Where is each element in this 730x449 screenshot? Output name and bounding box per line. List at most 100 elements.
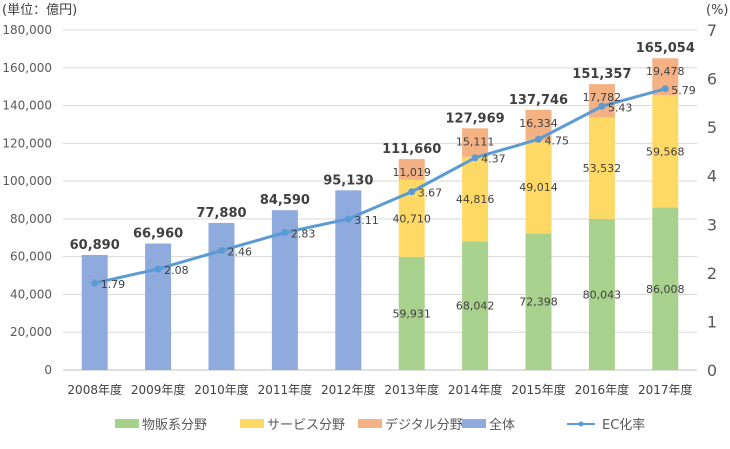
legend-label: 物販系分野 (142, 418, 207, 433)
bar-digital-label: 11,019 (392, 166, 431, 179)
ec-rate-label: 2.83 (291, 228, 316, 241)
bar-goods-label: 59,931 (392, 307, 431, 320)
bar-service (462, 156, 489, 242)
legend-marker (578, 421, 584, 427)
bar-goods (398, 256, 425, 370)
ec-rate-label: 2.46 (228, 246, 253, 259)
y-tick-label: 120,000 (2, 136, 52, 150)
ec-rate-label: 3.11 (354, 214, 379, 227)
total-label: 127,969 (445, 111, 504, 126)
bar-service-label: 49,014 (519, 181, 558, 194)
ec-rate-point (598, 102, 606, 110)
legend-swatch (462, 419, 486, 428)
total-label: 95,130 (323, 173, 373, 188)
ec-rate-label: 4.75 (545, 134, 570, 147)
x-tick-label: 2014年度 (448, 382, 503, 397)
bar-total (271, 210, 298, 370)
bar-service-label: 59,568 (646, 145, 685, 158)
right-unit-label: (%) (706, 3, 729, 18)
ec-rate-label: 4.37 (481, 153, 506, 166)
bar-goods (462, 241, 489, 370)
y2-tick-label: 1 (707, 312, 717, 331)
y2-tick-label: 7 (707, 21, 717, 40)
ec-rate-label: 2.08 (164, 264, 189, 277)
legend-label: デジタル分野 (385, 417, 463, 433)
y-tick-label: 80,000 (10, 212, 52, 226)
ec-rate-point (154, 265, 162, 273)
bar-goods (652, 207, 679, 370)
bar-digital-label: 16,334 (519, 117, 558, 130)
bar-service-label: 53,532 (583, 162, 622, 175)
ec-rate-label: 3.67 (418, 187, 443, 200)
x-tick-label: 2008年度 (67, 382, 122, 397)
total-label: 60,890 (70, 238, 120, 253)
ec-rate-point (471, 154, 479, 162)
y-tick-label: 160,000 (2, 61, 52, 75)
bar-goods (588, 218, 615, 370)
legend-swatch (240, 419, 264, 428)
bar-goods-label: 72,398 (519, 296, 558, 309)
bar-goods-label: 86,008 (646, 283, 685, 296)
ec-rate-label: 1.79 (101, 278, 126, 291)
total-label: 111,660 (382, 142, 441, 157)
ec-rate-point (91, 279, 99, 287)
ec-rate-label: 5.43 (608, 101, 633, 114)
ec-rate-point (281, 229, 289, 237)
total-label: 151,357 (572, 67, 631, 82)
left-unit-label: (単位：億円) (2, 2, 77, 18)
ec-rate-point (661, 85, 669, 93)
bar-service-label: 40,710 (392, 212, 431, 225)
bar-digital (462, 128, 489, 157)
x-tick-label: 2009年度 (131, 382, 186, 397)
total-label: 84,590 (260, 193, 310, 208)
y-tick-label: 180,000 (2, 23, 52, 37)
bar-service (652, 95, 679, 208)
y-tick-label: 20,000 (10, 325, 52, 339)
bar-digital (398, 159, 425, 180)
total-label: 66,960 (133, 227, 183, 242)
total-label: 77,880 (196, 206, 246, 221)
x-tick-label: 2011年度 (258, 382, 313, 397)
bar-total (81, 254, 108, 370)
x-tick-label: 2017年度 (638, 382, 693, 397)
ec-rate-point (218, 247, 225, 255)
y2-tick-label: 5 (707, 118, 717, 137)
y2-tick-label: 2 (707, 264, 717, 283)
ec-rate-point (535, 135, 542, 143)
legend-label: サービス分野 (267, 418, 345, 433)
total-label: 137,746 (509, 93, 568, 108)
legend-label: 全体 (489, 417, 515, 433)
legend-label: EC化率 (602, 417, 645, 433)
bar-digital-label: 19,478 (646, 65, 685, 78)
bar-total (145, 243, 172, 370)
bar-service (525, 140, 552, 234)
total-label: 165,054 (636, 41, 695, 56)
bar-goods-label: 68,042 (456, 300, 495, 313)
y2-tick-label: 3 (707, 215, 717, 234)
bar-digital-label: 17,782 (583, 91, 622, 104)
ec-rate-point (408, 188, 416, 196)
y-tick-label: 140,000 (2, 99, 52, 113)
y-tick-label: 100,000 (2, 174, 52, 188)
y2-tick-label: 4 (707, 167, 717, 186)
bar-goods (525, 233, 552, 370)
bar-goods-label: 80,043 (583, 288, 622, 301)
ec-rate-label: 5.79 (671, 84, 696, 97)
bar-digital-label: 15,111 (456, 135, 495, 148)
bar-service-label: 44,816 (456, 193, 495, 206)
y2-tick-label: 0 (707, 361, 717, 380)
x-tick-label: 2013年度 (384, 382, 439, 397)
y-tick-label: 60,000 (10, 250, 52, 264)
legend-swatch (115, 419, 139, 428)
legend-swatch (358, 419, 382, 428)
bar-service (588, 117, 615, 219)
ec-rate-point (344, 215, 352, 223)
x-tick-label: 2016年度 (575, 382, 630, 397)
x-tick-label: 2010年度 (194, 382, 249, 397)
x-tick-label: 2012年度 (321, 382, 376, 397)
y2-tick-label: 6 (707, 70, 717, 89)
y-tick-label: 0 (44, 363, 52, 377)
x-tick-label: 2015年度 (511, 382, 566, 397)
y-tick-label: 40,000 (10, 287, 52, 301)
